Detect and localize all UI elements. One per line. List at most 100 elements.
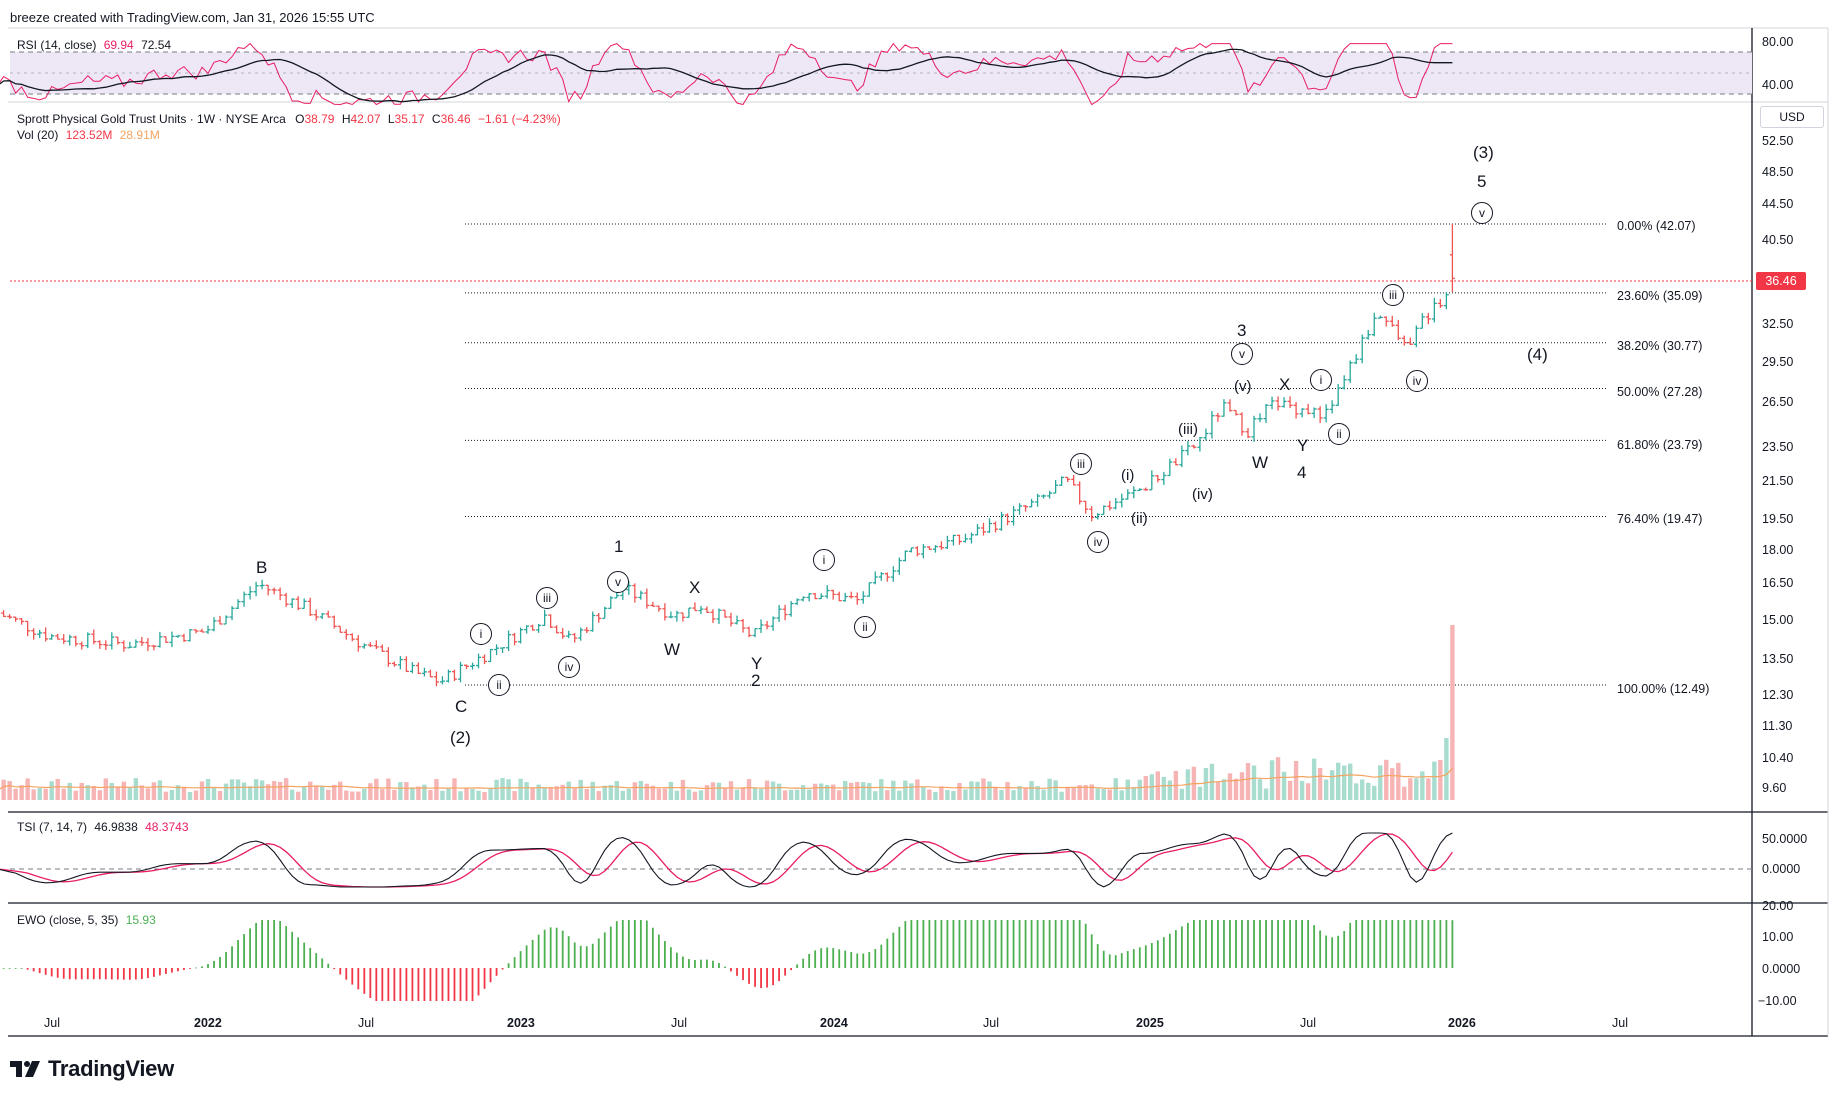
price-bar [1341, 375, 1347, 390]
price-bar [451, 669, 457, 682]
volume-bar [608, 785, 613, 800]
price-bar [385, 647, 391, 667]
wave-label-B: B [256, 558, 268, 577]
volume-bar [1143, 776, 1149, 800]
volume-bar [127, 786, 133, 800]
price-bar [1371, 312, 1377, 337]
ewo-bar [1150, 943, 1153, 968]
ewo-bar [1445, 920, 1448, 968]
price-bar [494, 644, 500, 656]
ewo-bar [1138, 947, 1141, 968]
volume-bar [145, 788, 151, 800]
price-bar [1077, 481, 1083, 505]
ewo-bar [38, 968, 41, 974]
price-axis-label: 10.40 [1762, 751, 1794, 765]
volume-bar [614, 780, 619, 800]
price-bar [403, 656, 409, 673]
price-bar [1287, 396, 1293, 408]
ewo-histogram [2, 920, 1454, 1001]
price-bar [121, 640, 127, 652]
volume-bar [13, 788, 18, 800]
price-bar [1119, 493, 1125, 508]
price-bar [704, 606, 710, 613]
price-bar [223, 615, 229, 625]
tradingview-logo-icon [10, 1061, 40, 1077]
ewo-bar [14, 968, 17, 969]
price-bar [1053, 479, 1059, 494]
ewo-bar [1451, 920, 1454, 968]
wave-label-paren-i: (i) [1121, 467, 1135, 484]
price-bar [662, 603, 668, 621]
price-bar [1023, 504, 1029, 512]
price-bar [133, 639, 139, 648]
ewo-bar [483, 968, 486, 989]
ewo-bar [1229, 920, 1231, 968]
price-axis-label: 11.30 [1762, 719, 1793, 733]
wave-label-3-primary: (3) [1473, 143, 1494, 162]
volume-bar [1215, 781, 1221, 800]
price-bar [145, 638, 151, 652]
volume-bar [1233, 778, 1239, 800]
time-axis-label: 2025 [1136, 1016, 1164, 1030]
ewo-bar [1102, 950, 1105, 968]
ewo-bar [862, 953, 865, 968]
currency-selector[interactable]: USD [1760, 106, 1824, 128]
ewo-bar [1253, 920, 1255, 968]
volume-bar [897, 790, 902, 800]
price-bar [464, 664, 469, 670]
price-bar [289, 598, 295, 609]
ewo-bar [796, 964, 799, 968]
volume-bar [338, 781, 343, 800]
price-bar [806, 593, 812, 602]
ewo-bar [1307, 920, 1310, 968]
ewo-axis-neg10: −10.00 [1758, 994, 1797, 1008]
volume-bar [247, 786, 253, 800]
price-bar [500, 647, 506, 653]
ewo-bar [165, 968, 167, 974]
wave-label-paren-ii: (ii) [1131, 510, 1148, 527]
volume-bar [1035, 786, 1040, 800]
price-bar [848, 591, 854, 599]
ewo-bar [790, 968, 793, 971]
ewo-bar [736, 968, 738, 976]
price-bar [205, 625, 211, 634]
volume-bar [572, 788, 577, 800]
ewo-bar [1096, 944, 1099, 968]
ewo-bar [633, 920, 636, 968]
volume-bar [1179, 788, 1185, 800]
price-axis-label: 48.50 [1762, 165, 1794, 179]
price-bar [1221, 399, 1227, 417]
ewo-bar [465, 968, 468, 1001]
volume-bar [981, 778, 986, 800]
ewo-bar [315, 953, 318, 968]
price-bar [590, 611, 596, 632]
price-bar [956, 534, 962, 545]
price-bar [271, 587, 277, 595]
price-bar [470, 662, 476, 670]
volume-bar [398, 782, 403, 800]
price-bar [1443, 292, 1449, 310]
rsi-axis-40: 40.00 [1762, 78, 1794, 92]
volume-bar [235, 779, 241, 800]
volume-bar [494, 779, 499, 800]
volume-bar [368, 783, 373, 800]
ewo-bar [501, 968, 504, 970]
price-axis-label: 21.50 [1762, 474, 1794, 488]
price-bar [482, 654, 488, 665]
price-bar [175, 635, 181, 638]
volume-bar [169, 789, 175, 800]
ewo-bar [958, 920, 961, 968]
volume-bar [350, 791, 355, 800]
time-axis-label: Jul [44, 1016, 60, 1030]
price-bar [987, 518, 993, 533]
fib-label-100: 100.00% (12.49) [1617, 682, 1710, 696]
tradingview-logo[interactable]: TradingView [10, 1056, 174, 1082]
price-bar [7, 614, 13, 619]
ewo-bar [1289, 920, 1291, 968]
rsi-line [0, 42, 1453, 106]
price-bar [524, 625, 530, 634]
volume-bar [157, 780, 163, 800]
price-bar [926, 546, 932, 550]
price-bar [1251, 415, 1257, 442]
volume-bar [1311, 758, 1317, 800]
